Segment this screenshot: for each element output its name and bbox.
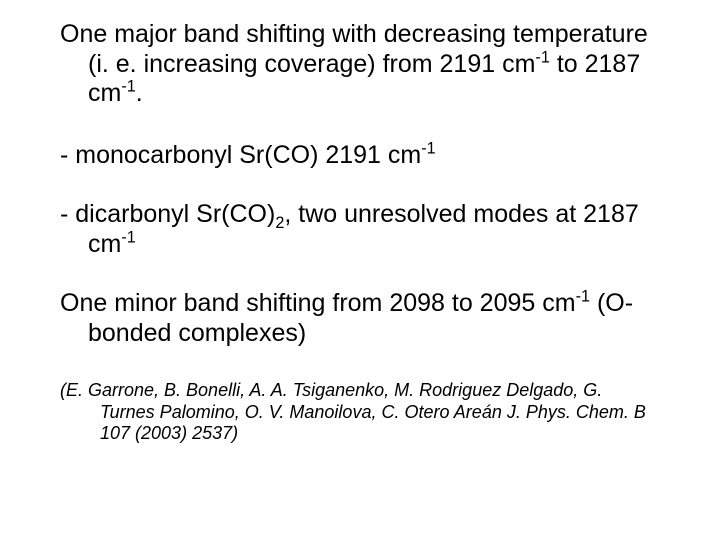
superscript: -1: [421, 139, 435, 157]
text: - dicarbonyl Sr(CO): [60, 200, 275, 228]
paragraph-minor-band: One minor band shifting from 2098 to 209…: [60, 289, 660, 348]
text: One minor band shifting from 2098 to 209…: [60, 289, 576, 317]
text: - monocarbonyl Sr(CO) 2191 cm: [60, 141, 421, 169]
citation: (E. Garrone, B. Bonelli, A. A. Tsiganenk…: [60, 380, 660, 445]
superscript: -1: [121, 228, 135, 246]
superscript: -1: [535, 48, 549, 66]
slide-body: One major band shifting with decreasing …: [0, 0, 720, 540]
paragraph-major-band: One major band shifting with decreasing …: [60, 20, 660, 109]
paragraph-monocarbonyl: - monocarbonyl Sr(CO) 2191 cm-1: [60, 141, 660, 171]
superscript: -1: [576, 288, 590, 306]
paragraph-dicarbonyl: - dicarbonyl Sr(CO)2, two unresolved mod…: [60, 200, 660, 259]
text: .: [136, 79, 143, 107]
superscript: -1: [121, 78, 135, 96]
